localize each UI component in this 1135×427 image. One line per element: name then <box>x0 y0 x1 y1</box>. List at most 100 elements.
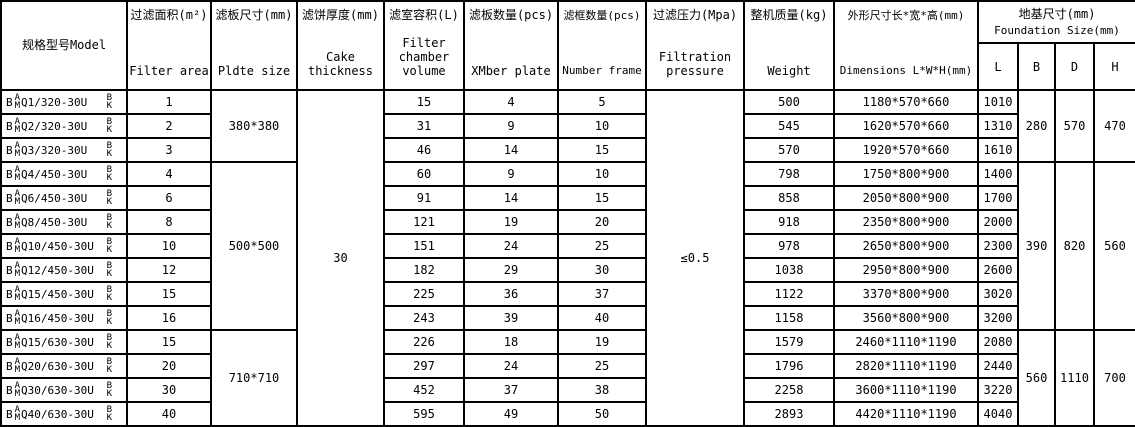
cell-foundation-h: 470 <box>1092 89 1135 163</box>
cell-foundation-l: 1010 <box>977 89 1019 115</box>
model-stack-letter: K <box>106 269 112 279</box>
cell-plate-count: 9 <box>463 161 559 187</box>
table-row: B A M Q40/630-30U B K 40 595 49 50 2893 4420*1110*1… <box>0 401 1135 427</box>
model-code: Q1/320-30U <box>21 95 88 109</box>
model-stack-letter: M <box>14 413 21 423</box>
model-prefix: B <box>6 191 13 205</box>
table-row: B A M Q8/450-30U B K 8 121 19 20 918 2350*800*900 20… <box>0 209 1135 235</box>
model-code: Q3/320-30U <box>21 143 88 157</box>
model-label: B A M Q2/320-30U B K <box>3 116 125 136</box>
model-prefix: B <box>6 143 13 157</box>
cell-volume: 182 <box>383 257 465 283</box>
cell-frame-count: 20 <box>557 209 647 235</box>
cell-cake-thickness: 30 <box>296 89 385 427</box>
col-header-dimensions: 外形尺寸长*宽*高(mm) Dimensions L*W*H(mm) <box>833 0 979 91</box>
model-stack-letter: B <box>106 93 112 103</box>
model-stack-letter: M <box>14 149 21 159</box>
cell-frame-count: 19 <box>557 329 647 355</box>
model-stack-letter: K <box>106 125 112 135</box>
model-stack-letter: K <box>106 389 112 399</box>
model-stack-letter: B <box>106 309 112 319</box>
cell-weight: 798 <box>743 161 835 187</box>
cell-model: B A M Q15/450-30U B K <box>0 281 128 307</box>
model-label: B A M Q30/630-30U B K <box>3 380 125 400</box>
model-stack-letter: K <box>106 149 112 159</box>
col-en-weight: Weight <box>767 64 811 78</box>
cell-frame-count: 37 <box>557 281 647 307</box>
model-stack-letter: B <box>106 333 112 343</box>
cell-dimensions: 2650*800*900 <box>833 233 979 259</box>
cell-dimensions: 2350*800*900 <box>833 209 979 235</box>
cell-plate-size: 380*380 <box>210 89 298 163</box>
cell-foundation-l: 1310 <box>977 113 1019 139</box>
model-stack-letter: A <box>14 117 21 127</box>
cell-weight: 2893 <box>743 401 835 427</box>
col-en-cake-thickness: Cake thickness <box>307 50 374 78</box>
cell-model: B A M Q2/320-30U B K <box>0 113 128 139</box>
cell-weight: 1122 <box>743 281 835 307</box>
col-en-pressure: Filtration pressure <box>658 50 732 78</box>
cell-plate-count: 24 <box>463 353 559 379</box>
model-label: B A M Q6/450-30U B K <box>3 188 125 208</box>
col-header-frame-count: 滤框数量(pcs) Number frame <box>557 0 647 91</box>
cell-foundation-d: 820 <box>1054 161 1095 331</box>
model-prefix: B <box>6 263 13 277</box>
model-prefix: B <box>6 287 13 301</box>
cell-model: B A M Q4/450-30U B K <box>0 161 128 187</box>
model-stack-letter: M <box>14 245 21 255</box>
cell-frame-count: 25 <box>557 353 647 379</box>
cell-dimensions: 2820*1110*1190 <box>833 353 979 379</box>
cell-model: B A M Q30/630-30U B K <box>0 377 128 403</box>
col-zh-foundation: 地基尺寸(mm) <box>1018 6 1096 21</box>
model-stack-letter: K <box>106 341 112 351</box>
col-header-foundation: 地基尺寸(mm) Foundation Size(mm) <box>976 0 1135 44</box>
model-prefix: B <box>6 383 13 397</box>
cell-weight: 2258 <box>743 377 835 403</box>
table-row: B A M Q2/320-30U B K 2 31 9 10 545 1620*570*660 1310 <box>0 113 1135 139</box>
model-stack-letter: A <box>14 309 21 319</box>
cell-frame-count: 40 <box>557 305 647 331</box>
col-header-foundation-b: B <box>1017 42 1056 91</box>
model-prefix: B <box>6 407 13 421</box>
model-code: Q30/630-30U <box>21 383 94 397</box>
model-prefix: B <box>6 359 13 373</box>
model-code: Q4/450-30U <box>21 167 88 181</box>
model-label: B A M Q1/320-30U B K <box>3 92 125 112</box>
col-header-weight: 整机质量(kg) Weight <box>743 0 835 91</box>
model-stack-letter: K <box>106 365 112 375</box>
cell-model: B A M Q16/450-30U B K <box>0 305 128 331</box>
model-code: Q2/320-30U <box>21 119 88 133</box>
model-stack-letter: M <box>14 197 21 207</box>
cell-foundation-l: 2600 <box>977 257 1019 283</box>
model-stack-letter: M <box>14 269 21 279</box>
model-prefix: B <box>6 311 13 325</box>
model-label: B A M Q40/630-30U B K <box>3 404 125 424</box>
col-header-foundation-l: L <box>977 42 1019 91</box>
cell-model: B A M Q10/450-30U B K <box>0 233 128 259</box>
cell-filter-area: 6 <box>126 185 212 211</box>
col-zh-frame-count: 滤框数量(pcs) <box>563 9 641 22</box>
cell-filter-area: 15 <box>126 329 212 355</box>
col-en-frame-count: Number frame <box>562 64 642 77</box>
cell-frame-count: 15 <box>557 137 647 163</box>
model-stack-letter: A <box>14 381 21 391</box>
cell-plate-count: 14 <box>463 185 559 211</box>
cell-pressure: ≤0.5 <box>645 89 745 427</box>
model-stack-letter: M <box>14 173 21 183</box>
cell-dimensions: 2460*1110*1190 <box>833 329 979 355</box>
cell-weight: 545 <box>743 113 835 139</box>
cell-filter-area: 4 <box>126 161 212 187</box>
cell-foundation-l: 2440 <box>977 353 1019 379</box>
